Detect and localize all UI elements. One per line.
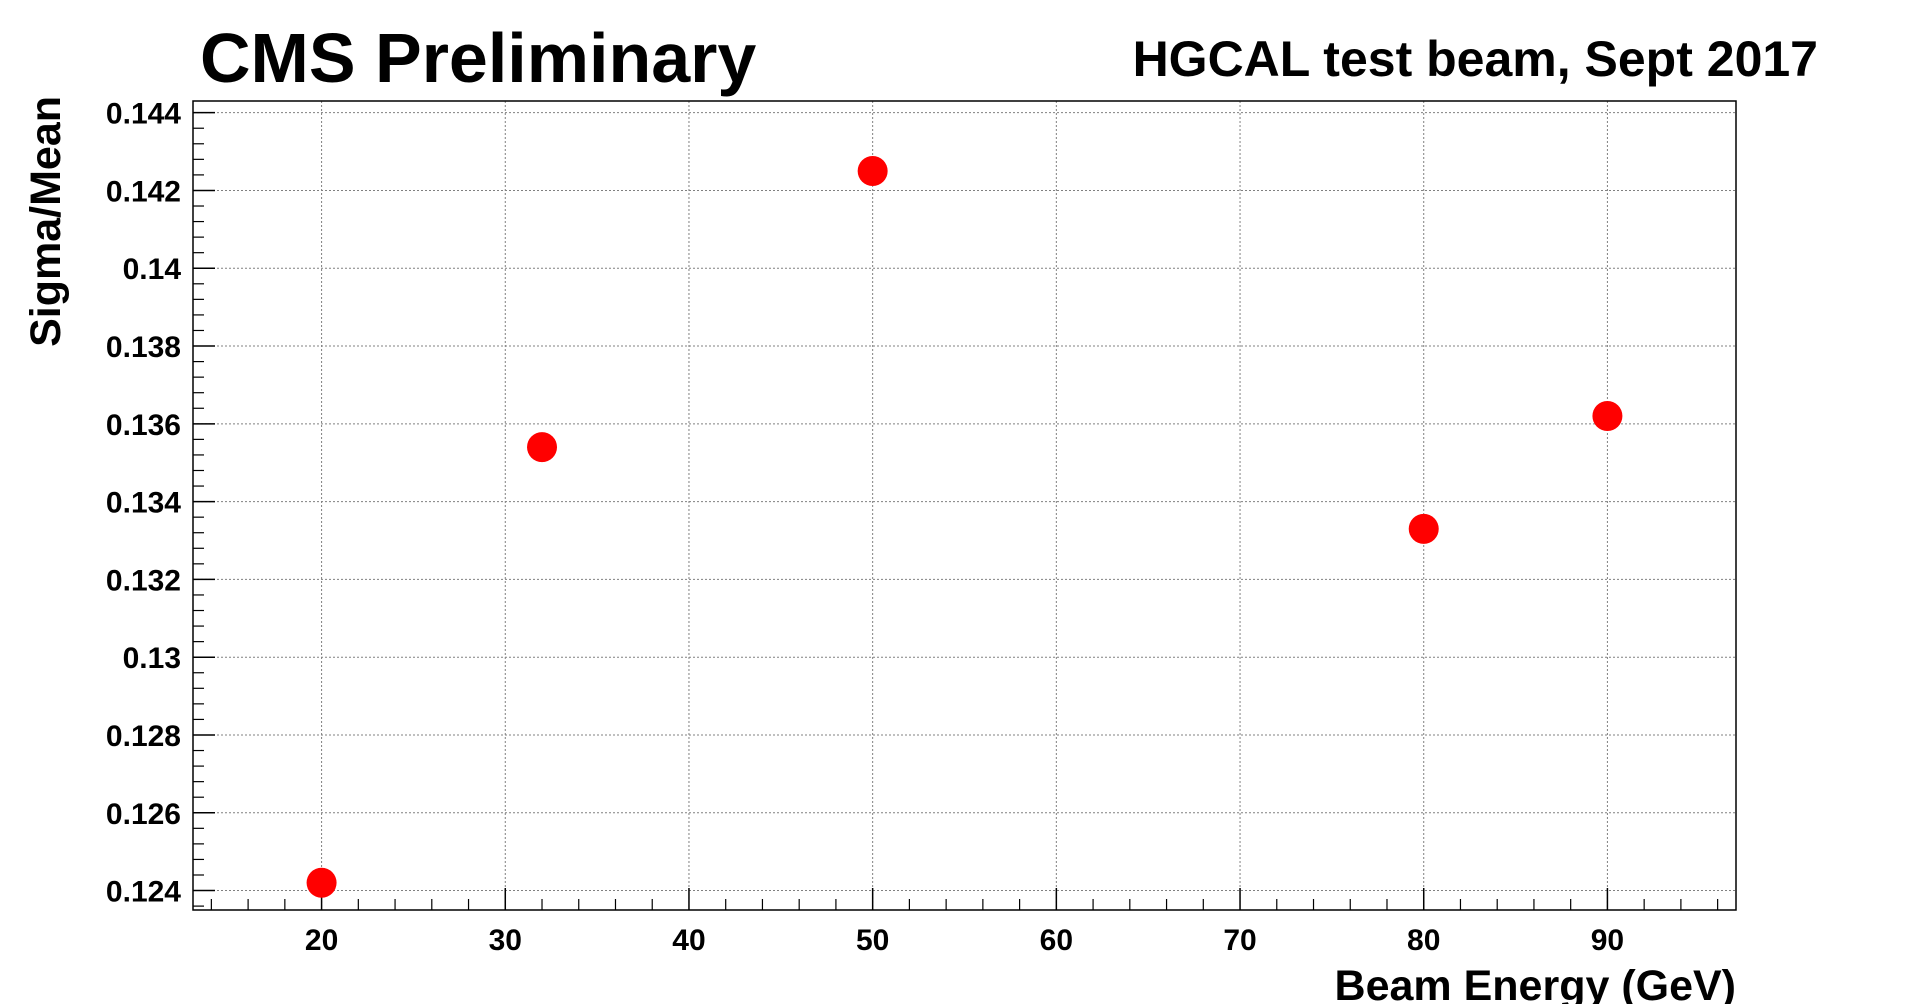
x-tick-label: 90 <box>1591 924 1624 957</box>
x-tick-label: 80 <box>1407 924 1440 957</box>
y-tick-label: 0.124 <box>106 876 181 909</box>
y-tick-label: 0.142 <box>106 175 181 208</box>
y-tick-label: 0.126 <box>106 798 181 831</box>
cms-preliminary-title: CMS Preliminary <box>200 19 756 97</box>
y-tick-label: 0.134 <box>106 487 181 520</box>
data-point <box>527 432 558 463</box>
minor-ticks <box>193 127 1719 910</box>
data-point <box>857 156 888 187</box>
tick-labels: 20 30 40 50 60 70 80 90 0.124 0.126 0.128 0.13 0.132… <box>106 98 1624 957</box>
x-tick-label: 30 <box>489 924 522 957</box>
x-tick-label: 50 <box>856 924 889 957</box>
y-tick-label: 0.144 <box>106 98 181 131</box>
data-point <box>1592 401 1623 432</box>
y-axis-label: Sigma/Mean <box>22 96 70 347</box>
y-tick-label: 0.14 <box>123 253 182 286</box>
y-tick-label: 0.132 <box>106 564 181 597</box>
x-tick-label: 60 <box>1040 924 1073 957</box>
y-tick-label: 0.138 <box>106 331 181 364</box>
x-tick-label: 70 <box>1223 924 1256 957</box>
x-tick-label: 20 <box>305 924 338 957</box>
data-point <box>306 867 337 898</box>
y-tick-label: 0.128 <box>106 720 181 753</box>
test-beam-title: HGCAL test beam, Sept 2017 <box>1133 31 1818 87</box>
x-tick-label: 40 <box>672 924 705 957</box>
grid <box>193 101 1736 910</box>
data-point <box>1408 513 1439 544</box>
y-tick-label: 0.136 <box>106 409 181 442</box>
x-axis-label: Beam Energy (GeV) <box>1335 962 1736 1004</box>
y-tick-label: 0.13 <box>123 642 181 675</box>
plot-frame <box>192 100 1737 911</box>
data-points <box>306 156 1623 898</box>
